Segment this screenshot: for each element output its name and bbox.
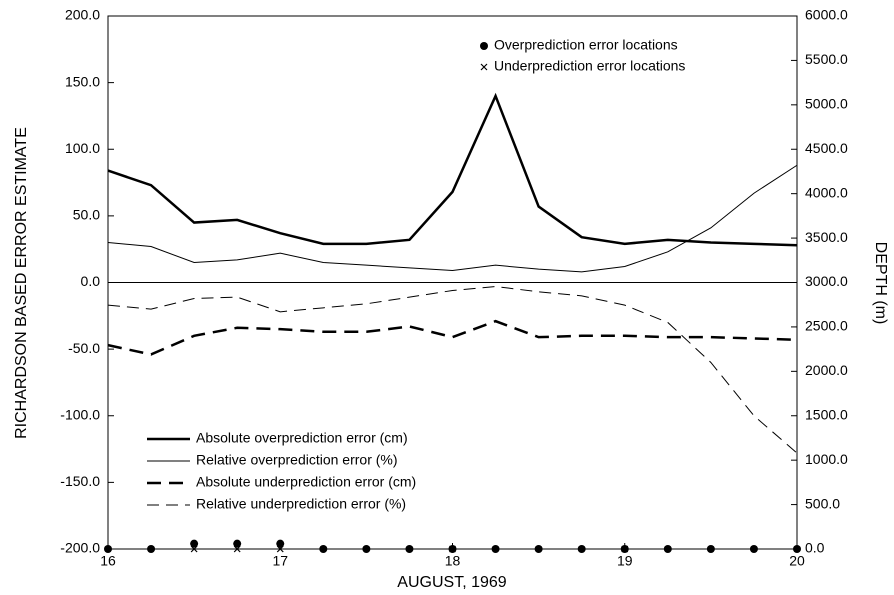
y-tick-label: 200.0	[65, 7, 100, 23]
y2-tick-label: 5500.0	[805, 51, 848, 67]
marker-dot	[706, 545, 715, 553]
legend-label: Underprediction error locations	[494, 58, 685, 74]
y2-tick-label: 5000.0	[805, 96, 848, 112]
marker-x	[276, 545, 284, 553]
series-line	[107, 164, 798, 273]
series-line	[107, 285, 798, 454]
marker-x	[449, 545, 456, 553]
y-tick-label: 50.0	[73, 207, 100, 223]
legend-label: Overprediction error locations	[494, 37, 678, 53]
series-line	[107, 92, 798, 247]
x-tick-label: 16	[100, 553, 116, 569]
y-tick-label: -50.0	[68, 340, 100, 356]
y2-tick-label: 2500.0	[805, 318, 848, 334]
marker-dot	[233, 539, 242, 548]
y2-tick-label: 2000.0	[805, 362, 848, 378]
marker-dot	[147, 545, 156, 553]
y-tick-label: -150.0	[60, 473, 100, 489]
y2-tick-label: 1000.0	[805, 451, 848, 467]
x-tick-label: 19	[617, 553, 633, 569]
marker-dot	[190, 539, 199, 548]
marker-dot	[663, 545, 672, 553]
legend-symbol	[480, 42, 488, 50]
legend-label: Absolute underprediction error (cm)	[196, 474, 416, 490]
marker-dot	[749, 545, 758, 553]
marker-dot	[577, 545, 586, 553]
marker-dot	[319, 545, 328, 553]
y2-axis-label: DEPTH (m)	[872, 242, 889, 325]
y2-tick-label: 0.0	[805, 540, 825, 556]
y2-tick-label: 500.0	[805, 495, 840, 511]
y2-tick-label: 3000.0	[805, 273, 848, 289]
series-line	[107, 319, 798, 356]
legend-label: Relative underprediction error (%)	[196, 496, 406, 512]
y2-tick-label: 3500.0	[805, 229, 848, 245]
marker-dot	[491, 545, 500, 553]
marker-dot	[276, 539, 285, 548]
x-tick-label: 18	[445, 553, 461, 569]
x-axis-label: AUGUST, 1969	[397, 574, 506, 591]
y2-tick-label: 4500.0	[805, 140, 848, 156]
x-tick-label: 20	[789, 553, 805, 569]
y-tick-label: -200.0	[60, 540, 100, 556]
y-tick-label: 100.0	[65, 140, 100, 156]
legend-label: Absolute overprediction error (cm)	[196, 430, 408, 446]
marker-dot	[104, 545, 112, 553]
y-tick-label: -100.0	[60, 406, 100, 422]
marker-dot	[793, 545, 801, 553]
legend-symbol	[480, 63, 488, 71]
marker-x	[233, 545, 241, 553]
y2-tick-label: 1500.0	[805, 406, 848, 422]
marker-x	[621, 545, 629, 553]
y2-tick-label: 4000.0	[805, 184, 848, 200]
y2-tick-label: 6000.0	[805, 7, 848, 23]
legend-label: Relative overprediction error (%)	[196, 452, 398, 468]
marker-dot	[405, 545, 414, 553]
y-tick-label: 150.0	[65, 73, 100, 89]
marker-dot	[362, 545, 371, 553]
y-axis-label: RICHARDSON BASED ERROR ESTIMATE	[13, 127, 30, 439]
x-tick-label: 17	[272, 553, 288, 569]
marker-x	[190, 545, 198, 553]
marker-dot	[534, 545, 543, 553]
y-tick-label: 0.0	[81, 273, 101, 289]
